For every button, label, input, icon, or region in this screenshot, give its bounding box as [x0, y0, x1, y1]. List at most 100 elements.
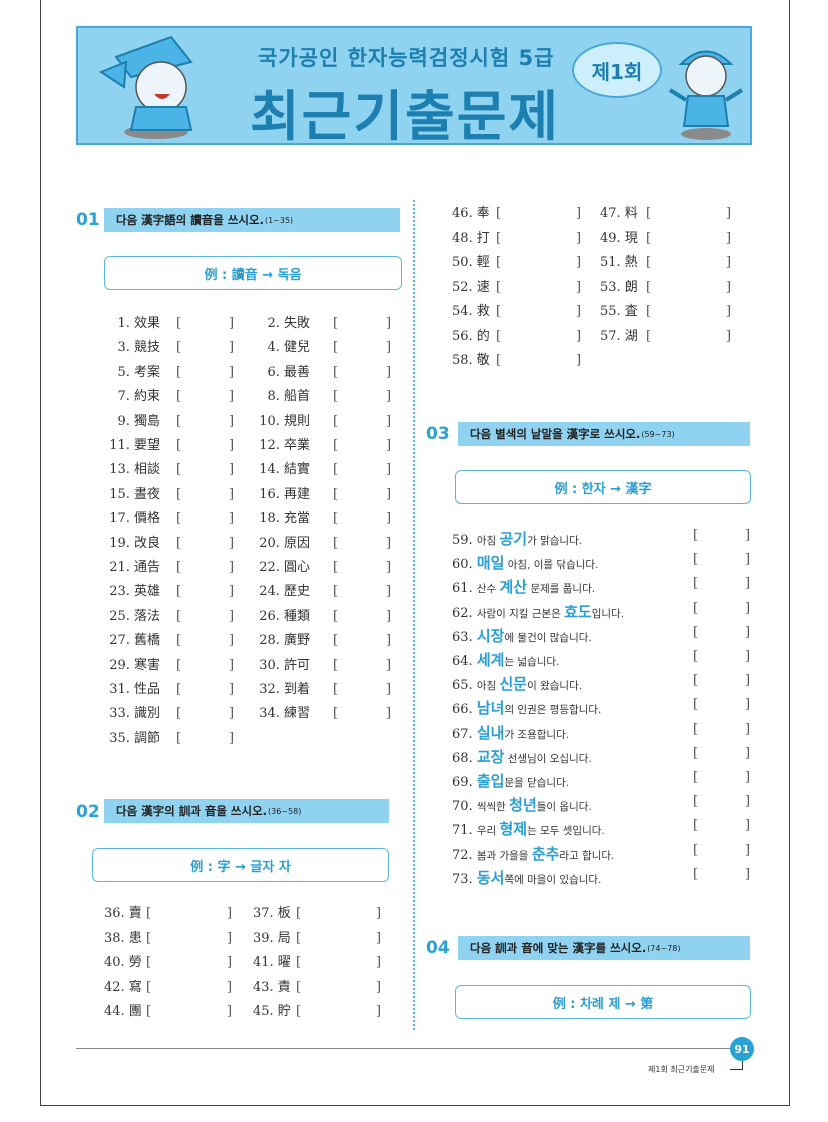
answer-bracket: [ — [333, 657, 339, 673]
answer-bracket: ] — [726, 304, 732, 319]
section-number: 02 — [76, 802, 100, 822]
answer-bracket: ] — [376, 979, 382, 995]
instruction-text: 다음 별색의 낱말을 漢字로 쓰시오. — [470, 427, 641, 441]
question-item: 46. 奉 — [452, 206, 490, 221]
question-item: 38. 患 — [104, 930, 142, 946]
answer-bracket: [ — [333, 462, 339, 478]
question-item: 51. 熱 — [600, 255, 638, 270]
answer-bracket: ] — [376, 1004, 382, 1019]
answer-bracket: ] — [386, 560, 392, 575]
sentence-item: 64. 세계는 넓습니다. — [452, 649, 559, 670]
sentence-pre: 우리 — [476, 825, 500, 838]
answer-bracket: [ — [693, 745, 699, 761]
answer-bracket: [ — [176, 438, 182, 453]
question-item: 30. 許可 — [259, 657, 310, 673]
page-frame — [40, 0, 790, 1106]
answer-bracket: ] — [386, 438, 392, 453]
answer-bracket: ] — [576, 304, 582, 319]
question-item: 13. 相談 — [109, 462, 160, 478]
question-item: 48. 打 — [452, 230, 490, 246]
highlighted-word: 교장 — [476, 747, 505, 766]
answer-bracket: [ — [176, 462, 182, 478]
section-instruction: 다음 별색의 낱말을 漢字로 쓰시오. (59~73) — [458, 422, 750, 446]
sentence-post: 가 맑습니다. — [527, 535, 583, 547]
answer-bracket: ] — [386, 633, 392, 649]
answer-bracket: [ — [693, 818, 699, 834]
banner-subtitle: 국가공인 한자능력검정시험 5급 — [258, 46, 555, 70]
answer-bracket: [ — [693, 866, 699, 882]
question-item: 10. 規則 — [259, 413, 310, 429]
question-item: 36. 賣 — [104, 906, 142, 921]
answer-bracket: ] — [229, 682, 235, 697]
sentence-item: 72. 봄과 가을을 춘추라고 합니다. — [452, 843, 614, 864]
question-number: 69. — [452, 775, 473, 790]
highlighted-word: 실내 — [476, 723, 505, 742]
answer-bracket: [ — [176, 584, 182, 600]
sentence-item: 65. 아침 신문이 왔습니다. — [452, 673, 582, 694]
answer-bracket: [ — [646, 230, 652, 246]
answer-bracket: ] — [229, 413, 235, 429]
answer-bracket: ] — [229, 364, 235, 380]
answer-bracket: ] — [229, 584, 235, 600]
answer-bracket: [ — [146, 979, 152, 995]
question-item: 32. 到着 — [259, 682, 310, 697]
question-item: 41. 曜 — [253, 955, 291, 970]
footer-line — [76, 1048, 736, 1049]
question-number: 72. — [452, 847, 473, 863]
answer-bracket: [ — [146, 930, 152, 946]
question-item: 40. 勞 — [104, 955, 142, 970]
question-number: 61. — [452, 581, 473, 597]
question-item: 37. 板 — [253, 906, 291, 921]
answer-bracket: ] — [229, 486, 235, 502]
answer-bracket: [ — [296, 979, 302, 995]
question-range: (36~58) — [268, 806, 302, 816]
answer-bracket: [ — [333, 633, 339, 649]
answer-bracket: ] — [386, 364, 392, 380]
question-number: 67. — [452, 726, 473, 742]
banner: 국가공인 한자능력검정시험 5급 최근기출문제 제1회 — [76, 26, 752, 148]
answer-bracket: ] — [726, 328, 732, 344]
answer-bracket: ] — [745, 576, 751, 592]
answer-bracket: ] — [229, 340, 235, 356]
highlighted-word: 춘추 — [531, 844, 560, 863]
example-box: 例 : 차례 제 → 第 — [455, 985, 751, 1019]
answer-bracket: [ — [176, 511, 182, 527]
sentence-item: 66. 남녀의 인권은 평등합니다. — [452, 697, 601, 718]
question-item: 54. 救 — [452, 304, 490, 319]
answer-bracket: [ — [693, 624, 699, 640]
answer-bracket: ] — [229, 438, 235, 453]
answer-bracket: ] — [745, 528, 751, 543]
answer-bracket: [ — [146, 906, 152, 921]
section-instruction: 다음 漢字語의 讀音을 쓰시오. (1~35) — [104, 208, 400, 232]
answer-bracket: [ — [333, 584, 339, 600]
sentence-post: 쪽에 마을이 있습니다. — [504, 873, 602, 886]
question-item: 57. 湖 — [600, 328, 638, 344]
question-item: 4. 健兒 — [267, 340, 310, 356]
answer-bracket: ] — [229, 462, 235, 478]
highlighted-word: 공기 — [499, 530, 528, 548]
answer-bracket: ] — [229, 316, 235, 331]
sentence-item: 61. 산수 계산 문제를 풉니다. — [452, 576, 595, 597]
answer-bracket: ] — [745, 866, 751, 882]
answer-bracket: ] — [376, 930, 382, 946]
answer-bracket: ] — [229, 608, 235, 624]
question-item: 47. 料 — [600, 206, 638, 221]
answer-bracket: [ — [333, 535, 339, 551]
answer-bracket: [ — [146, 955, 152, 970]
answer-bracket: [ — [333, 511, 339, 527]
answer-bracket: ] — [726, 230, 732, 246]
answer-bracket: [ — [333, 706, 339, 722]
scholar-mascot-left-icon — [98, 35, 193, 139]
child-mascot-right-icon — [668, 50, 744, 140]
answer-bracket: ] — [386, 584, 392, 600]
question-item: 56. 的 — [452, 328, 490, 344]
answer-bracket: [ — [333, 486, 339, 502]
answer-bracket: [ — [176, 364, 182, 380]
sentence-pre: 산수 — [476, 583, 500, 596]
question-item: 34. 練習 — [259, 706, 310, 722]
section-number: 01 — [76, 210, 100, 230]
sentence-post: 선생님이 오십니다. — [504, 752, 592, 765]
question-item: 26. 種類 — [259, 608, 310, 624]
question-item: 9. 獨島 — [117, 413, 160, 429]
question-number: 71. — [452, 823, 473, 839]
